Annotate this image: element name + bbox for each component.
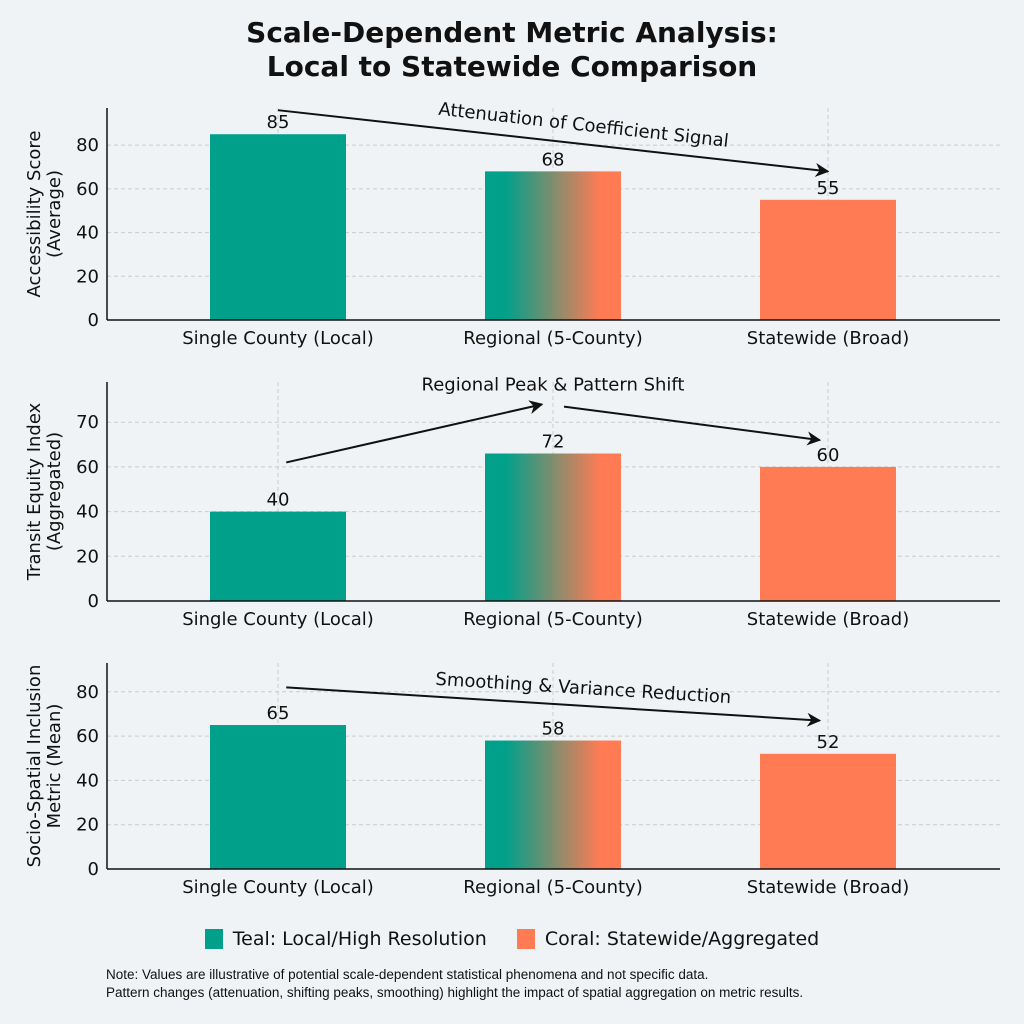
data-label: 60 bbox=[817, 445, 840, 466]
x-tick-label: Regional (5-County) bbox=[463, 877, 642, 898]
note-line-2: Pattern changes (attenuation, shifting p… bbox=[106, 985, 804, 1000]
title-line-2: Local to Statewide Comparison bbox=[266, 50, 758, 83]
bar bbox=[210, 725, 346, 869]
note-line-1: Note: Values are illustrative of potenti… bbox=[106, 967, 709, 982]
x-tick-label: Statewide (Broad) bbox=[747, 609, 909, 630]
legend-swatch-coral bbox=[516, 929, 535, 949]
y-axis-label: Accessibility Score bbox=[24, 131, 45, 298]
y-tick-label: 70 bbox=[76, 412, 99, 433]
data-label: 52 bbox=[817, 732, 840, 753]
y-tick-label: 40 bbox=[76, 223, 99, 244]
x-tick-label: Single County (Local) bbox=[182, 877, 374, 898]
legend-label-teal: Teal: Local/High Resolution bbox=[232, 928, 487, 950]
bar bbox=[760, 466, 896, 601]
legend-item-teal: Teal: Local/High Resolution bbox=[204, 928, 487, 950]
bar bbox=[485, 453, 621, 601]
y-axis-label: (Average) bbox=[44, 170, 65, 258]
y-tick-label: 20 bbox=[76, 266, 99, 287]
x-tick-label: Single County (Local) bbox=[182, 609, 374, 630]
y-tick-label: 0 bbox=[88, 310, 99, 331]
y-tick-label: 0 bbox=[88, 859, 99, 880]
bar bbox=[210, 134, 346, 320]
legend-swatch-teal bbox=[204, 929, 223, 949]
bar bbox=[485, 740, 621, 869]
legend-label-coral: Coral: Statewide/Aggregated bbox=[544, 928, 820, 950]
x-tick-label: Regional (5-County) bbox=[463, 328, 642, 349]
y-tick-label: 60 bbox=[76, 457, 99, 478]
x-tick-label: Statewide (Broad) bbox=[747, 877, 909, 898]
legend: Teal: Local/High Resolution Coral: State… bbox=[0, 928, 1024, 950]
y-tick-label: 60 bbox=[76, 726, 99, 747]
y-tick-label: 60 bbox=[76, 179, 99, 200]
data-label: 58 bbox=[542, 719, 565, 740]
x-tick-label: Regional (5-County) bbox=[463, 609, 642, 630]
bar bbox=[210, 511, 346, 601]
y-tick-label: 20 bbox=[76, 546, 99, 567]
y-axis-label: Transit Equity Index bbox=[24, 402, 45, 581]
data-label: 40 bbox=[267, 490, 290, 511]
y-tick-label: 40 bbox=[76, 502, 99, 523]
annotation-arrow bbox=[277, 109, 830, 177]
legend-item-coral: Coral: Statewide/Aggregated bbox=[516, 928, 820, 950]
data-label: 68 bbox=[542, 149, 565, 170]
y-axis-label: (Aggregated) bbox=[44, 432, 65, 551]
annotation-arrow bbox=[563, 405, 822, 446]
data-label: 55 bbox=[817, 178, 840, 199]
y-axis-label: Metric (Mean) bbox=[44, 704, 65, 829]
bar bbox=[760, 199, 896, 320]
data-label: 65 bbox=[267, 703, 290, 724]
y-tick-label: 40 bbox=[76, 770, 99, 791]
y-tick-label: 20 bbox=[76, 815, 99, 836]
annotation-text: Regional Peak & Pattern Shift bbox=[422, 374, 685, 395]
annotation-arrow bbox=[286, 686, 822, 727]
y-tick-label: 80 bbox=[76, 135, 99, 156]
annotation-arrow bbox=[286, 400, 544, 464]
bar bbox=[485, 171, 621, 320]
annotation-text: Smoothing & Variance Reduction bbox=[435, 669, 732, 708]
data-label: 85 bbox=[267, 112, 290, 133]
y-tick-label: 80 bbox=[76, 682, 99, 703]
chart-title: Scale-Dependent Metric Analysis: Local t… bbox=[0, 16, 1024, 84]
footnote: Note: Values are illustrative of potenti… bbox=[106, 966, 803, 1002]
bar bbox=[760, 753, 896, 869]
title-line-1: Scale-Dependent Metric Analysis: bbox=[246, 16, 778, 49]
x-tick-label: Single County (Local) bbox=[182, 328, 374, 349]
x-tick-label: Statewide (Broad) bbox=[747, 328, 909, 349]
y-axis-label: Socio-Spatial Inclusion bbox=[24, 665, 45, 868]
y-tick-label: 0 bbox=[88, 591, 99, 612]
data-label: 72 bbox=[542, 432, 565, 453]
